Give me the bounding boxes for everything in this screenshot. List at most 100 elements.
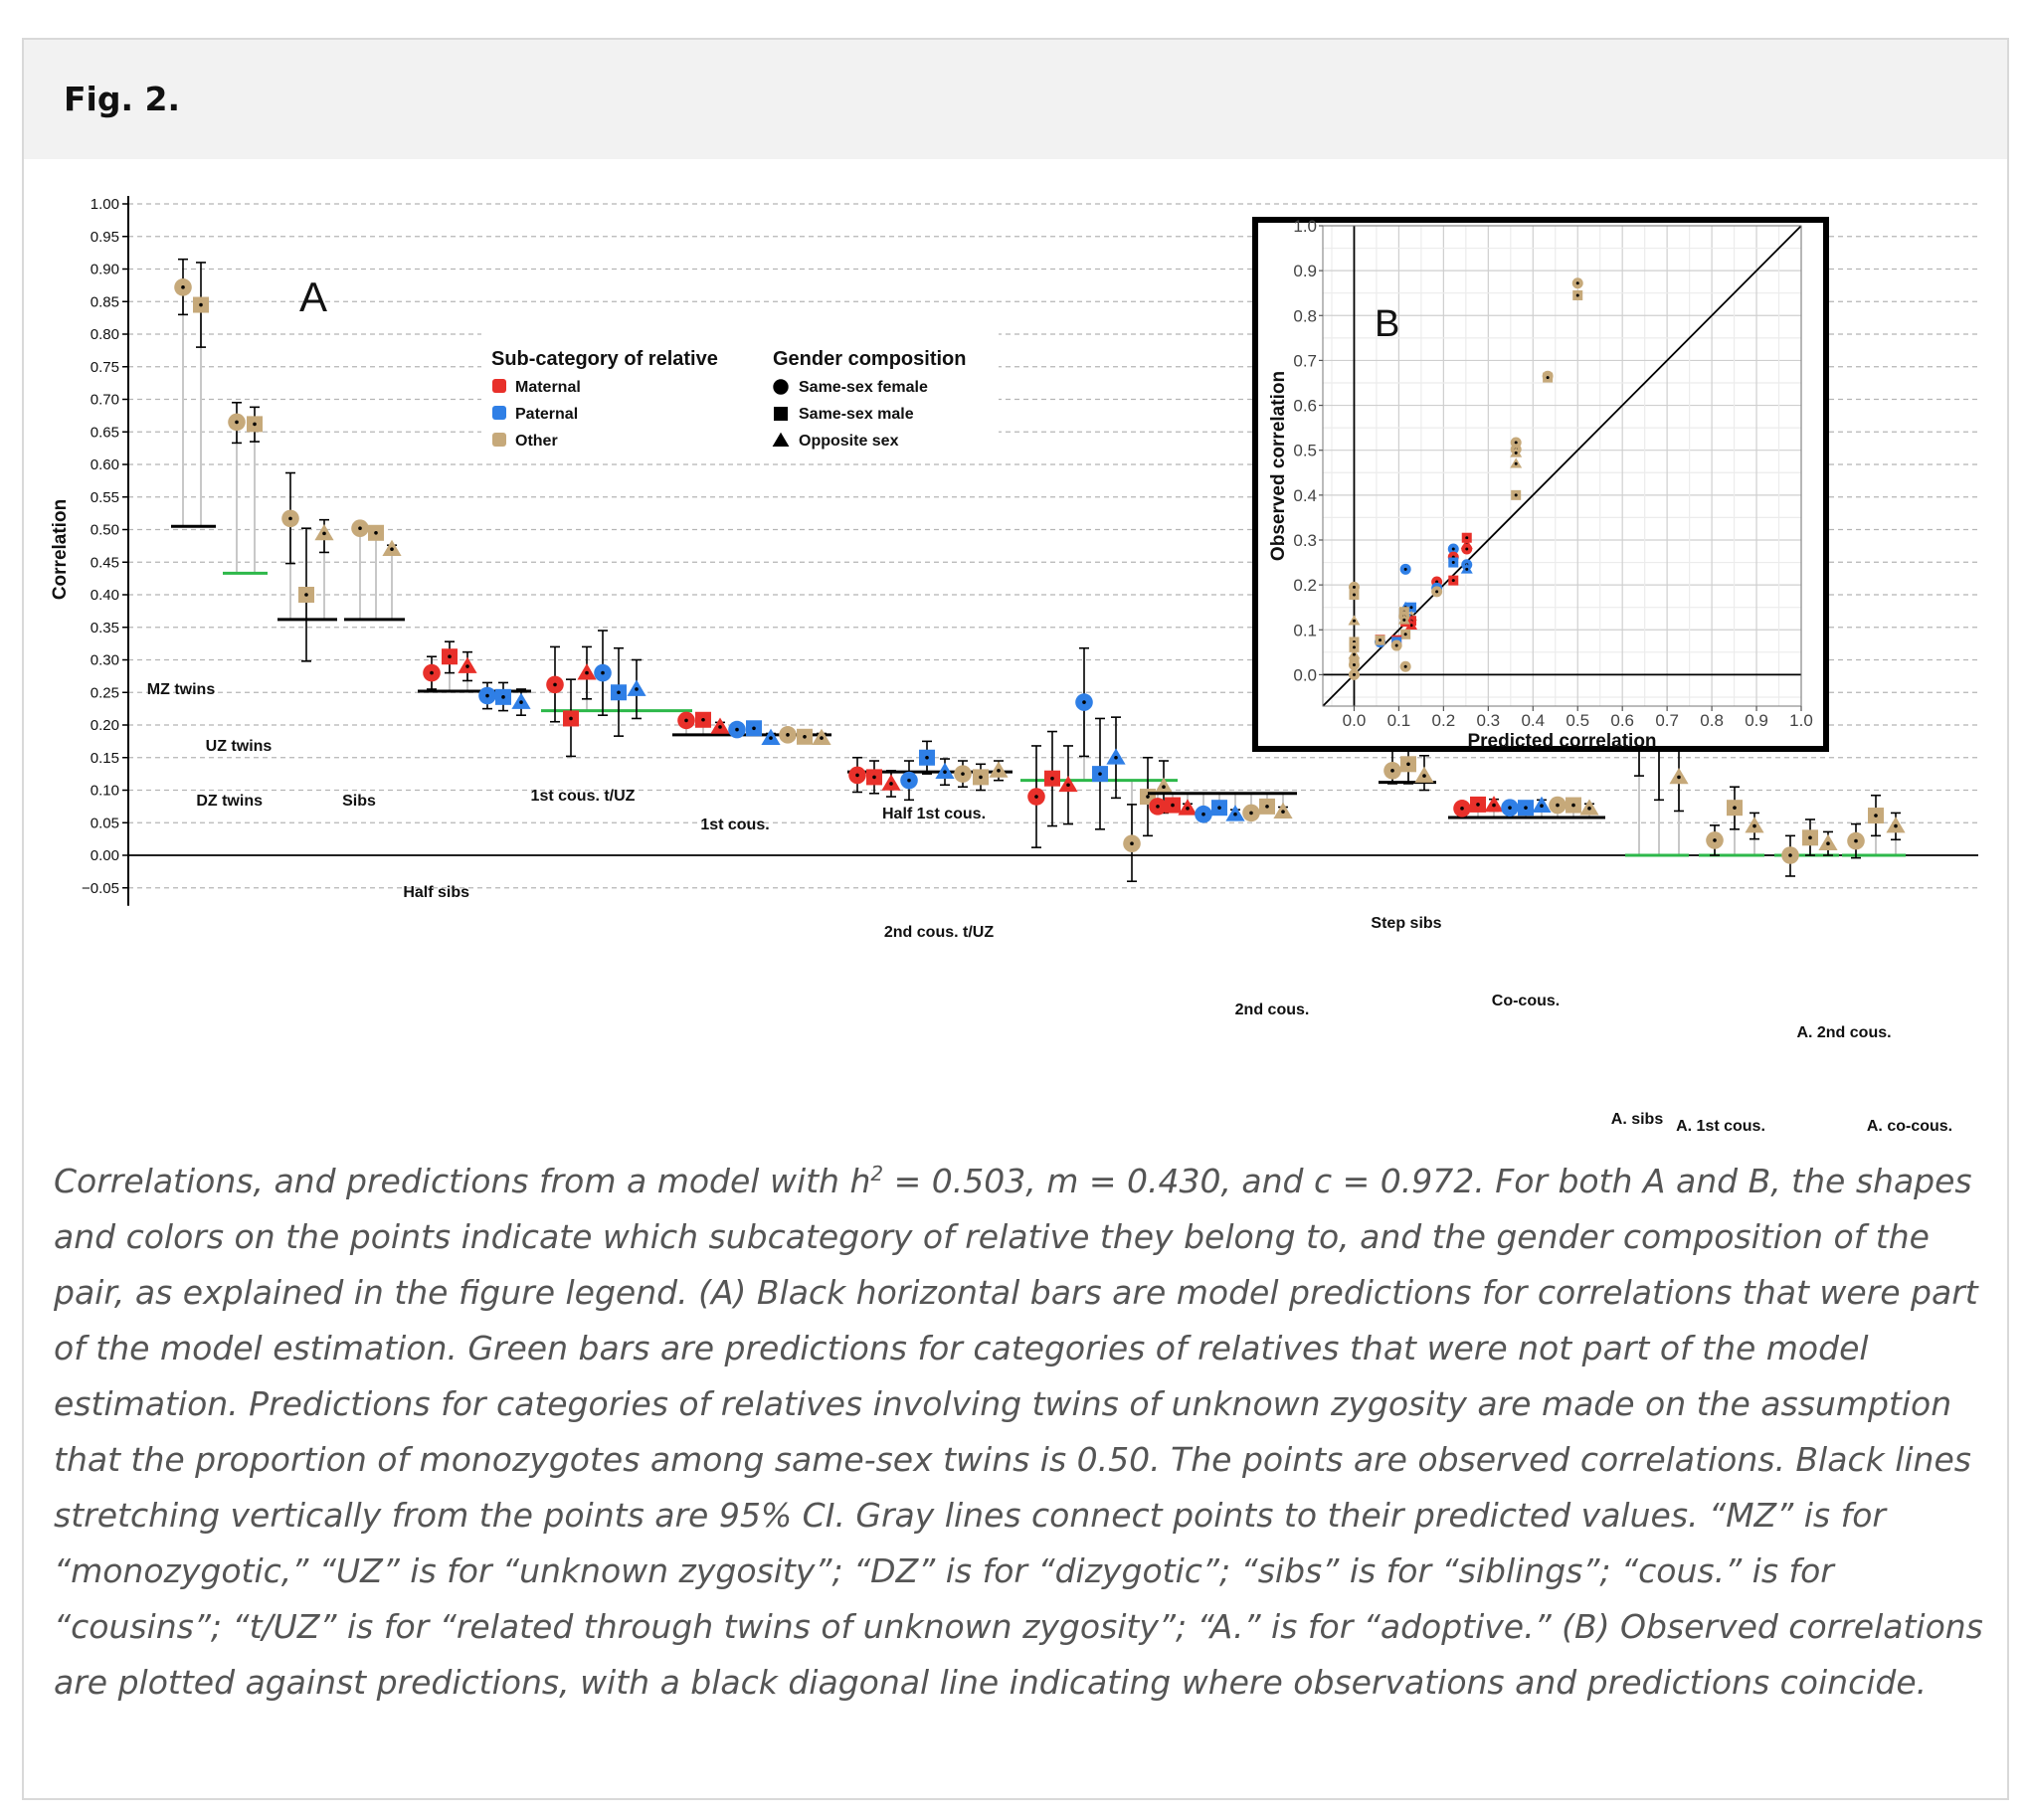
point-center — [1514, 451, 1518, 455]
legend-gender-label: Opposite sex — [799, 433, 899, 450]
point-center — [925, 755, 929, 760]
point-center — [519, 700, 523, 704]
point-center — [1422, 774, 1426, 778]
y-tick-label: 0.90 — [91, 262, 119, 278]
point-center — [701, 717, 705, 722]
point-center — [1571, 803, 1575, 808]
point-center — [1403, 633, 1407, 637]
group-4: Half sibs — [403, 640, 531, 901]
point-center — [1465, 547, 1469, 551]
point-center — [304, 593, 308, 597]
point-center — [1162, 785, 1166, 790]
point-center — [1435, 580, 1439, 584]
y-tick-label: 0.10 — [91, 783, 119, 800]
group-5: 1st cous. t/UZ — [531, 630, 692, 805]
legend-subcategory-title: Sub-category of relative — [491, 348, 718, 370]
y-tick-label: 0.45 — [91, 554, 119, 571]
point-center — [907, 778, 911, 783]
y-tick-label: 0.3 — [1293, 531, 1317, 550]
point-center — [735, 727, 739, 732]
group-label: 2nd cous. — [1235, 1001, 1310, 1018]
group-label: 1st cous. t/UZ — [531, 788, 636, 805]
figure-caption: Correlations, and predictions from a mod… — [54, 1154, 2003, 1711]
point-center — [786, 733, 790, 737]
y-tick-label: 0.55 — [91, 489, 119, 506]
point-center — [322, 531, 326, 536]
point-center — [1352, 652, 1356, 656]
point-center — [718, 725, 722, 729]
point-center — [199, 302, 203, 307]
point-center — [752, 726, 756, 731]
y-tick-label: 0.95 — [91, 229, 119, 246]
group-label: DZ twins — [196, 793, 263, 810]
point-center — [1082, 700, 1086, 704]
point-center — [1394, 643, 1398, 647]
point-center — [1098, 772, 1102, 776]
point-center — [889, 782, 893, 786]
x-tick-label: 0.7 — [1655, 711, 1679, 730]
group-8: 2nd cous. t/UZ — [884, 646, 1178, 941]
point-center — [1409, 606, 1413, 610]
y-tick-label: 0.15 — [91, 750, 119, 767]
point-center — [1451, 547, 1455, 551]
point-center — [585, 670, 589, 675]
group-11: Co-cous. — [1448, 796, 1605, 1009]
caption-superscript: 2 — [870, 1162, 884, 1185]
point-center — [1508, 806, 1512, 810]
panel-b-letter: B — [1375, 303, 1399, 345]
group-2: DZ twins — [196, 471, 337, 810]
group-label: A. 2nd cous. — [1796, 1024, 1891, 1041]
group-label: Half 1st cous. — [882, 806, 986, 822]
point-center — [1514, 461, 1518, 465]
point-center — [1403, 664, 1407, 668]
y-tick-label: 0.25 — [91, 684, 119, 701]
x-tick-label: 0.5 — [1566, 711, 1589, 730]
x-tick-label: 1.0 — [1789, 711, 1813, 730]
legend-gender-label: Same-sex female — [799, 379, 928, 396]
y-axis-label: Correlation — [50, 499, 71, 600]
legend-subcategory-label: Paternal — [515, 406, 578, 423]
figure-header: Fig. 2. — [24, 40, 2007, 159]
legend-subcategory-label: Maternal — [515, 379, 581, 396]
point-center — [855, 773, 859, 778]
x-tick-label: 0.4 — [1521, 711, 1545, 730]
point-center — [635, 687, 639, 691]
point-center — [1460, 807, 1464, 811]
group-label: 2nd cous. t/UZ — [884, 924, 994, 941]
y-tick-label: 0.65 — [91, 424, 119, 441]
point-center — [1788, 853, 1792, 857]
point-center — [1146, 795, 1150, 799]
point-center — [1265, 805, 1269, 809]
y-tick-label: 0.6 — [1293, 397, 1317, 416]
point-center — [1476, 803, 1480, 807]
point-center — [617, 690, 621, 695]
point-center — [997, 769, 1001, 773]
y-axis-label: Observed correlation — [1268, 371, 1289, 561]
point-center — [1514, 493, 1518, 497]
point-center — [943, 770, 947, 774]
legend-swatch — [492, 433, 506, 447]
y-tick-label: 0.30 — [91, 652, 119, 669]
point-center — [1406, 762, 1410, 767]
point-center — [961, 772, 965, 776]
x-tick-label: 0.3 — [1477, 711, 1501, 730]
x-tick-label: 0.0 — [1343, 711, 1367, 730]
point-center — [1465, 567, 1469, 571]
point-center — [820, 736, 824, 740]
group-label: Co-cous. — [1492, 993, 1560, 1009]
group-6: 1st cous. — [672, 711, 831, 833]
point-center — [1352, 619, 1356, 623]
x-axis-label: Predicted correlation — [1467, 731, 1656, 752]
point-center — [1575, 281, 1579, 285]
point-center — [1249, 811, 1253, 816]
point-center — [1352, 585, 1356, 589]
point-center — [979, 775, 983, 780]
legend: Sub-category of relative Maternal Paternal… — [481, 308, 999, 450]
y-tick-label: −0.05 — [82, 880, 119, 897]
point-center — [1066, 783, 1070, 788]
point-center — [1379, 638, 1382, 642]
point-center — [1575, 293, 1579, 297]
legend-gender-label: Same-sex male — [799, 406, 914, 423]
point-center — [1409, 624, 1413, 628]
point-center — [1233, 812, 1237, 817]
